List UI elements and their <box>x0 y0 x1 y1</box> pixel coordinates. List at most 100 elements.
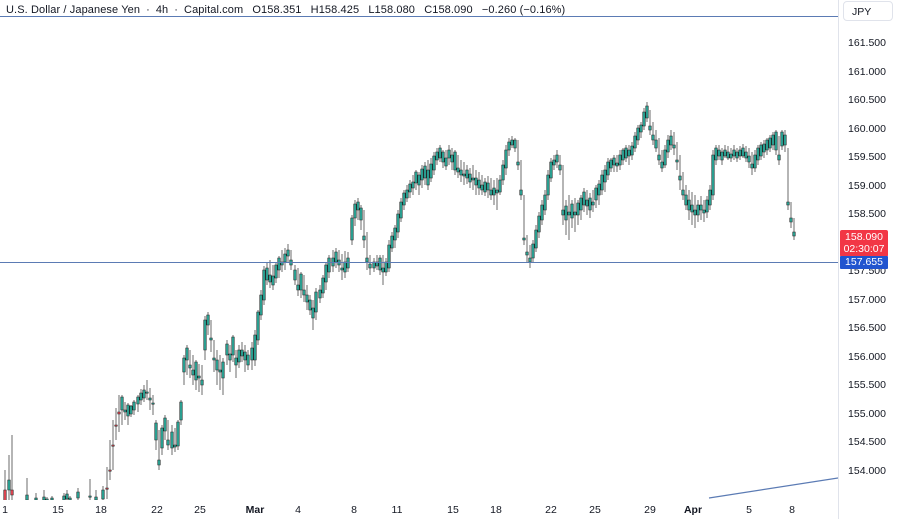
time-axis[interactable]: 1 15 18 22 25 Mar 4 8 11 15 18 22 25 29 Apr 5 8 <box>0 500 838 519</box>
candle-up <box>209 337 213 341</box>
candle-up <box>160 427 164 449</box>
candle-up <box>157 459 161 466</box>
candle-up <box>353 203 357 219</box>
candle-up <box>645 105 649 119</box>
candle-up <box>148 397 152 401</box>
price-tick-label: 161.500 <box>848 37 886 49</box>
candle-up <box>483 181 487 193</box>
open-value: O158.351 <box>252 4 302 16</box>
trend-line[interactable] <box>708 477 838 499</box>
candle-up <box>120 396 124 411</box>
symbol-name[interactable]: U.S. Dollar / Japanese Yen <box>6 4 141 16</box>
candle-up <box>221 361 225 379</box>
candle-up <box>253 334 257 361</box>
time-tick-label: 18 <box>95 504 107 516</box>
candle-up <box>194 361 198 381</box>
candle-up <box>462 173 466 177</box>
candle-up <box>726 151 730 159</box>
candle-up <box>271 275 275 286</box>
candle-up <box>762 143 766 153</box>
candle-up <box>176 421 180 447</box>
candle-up <box>621 149 625 161</box>
price-axis[interactable]: JPY 161.500 161.000 160.500 160.000 159.500 1… <box>838 0 900 519</box>
interval-label[interactable]: 4h <box>155 4 169 16</box>
time-tick-label: 11 <box>391 504 403 516</box>
candle-up <box>558 164 562 171</box>
candle-up <box>468 173 472 183</box>
candle-up <box>408 183 412 193</box>
candle-up <box>606 161 610 176</box>
candle-up <box>384 261 388 273</box>
candle-up <box>759 144 763 157</box>
price-tick-label: 155.500 <box>848 379 886 392</box>
candle-up <box>600 174 604 191</box>
candle-up <box>477 179 481 189</box>
candle-up <box>705 199 709 213</box>
candle-up <box>786 201 790 206</box>
candlestick-plot-area[interactable] <box>0 0 838 500</box>
candle-up <box>594 187 598 201</box>
candle-up <box>711 154 715 196</box>
top-horizontal-line[interactable] <box>0 16 838 17</box>
candle-up <box>132 401 136 411</box>
last-price-value: 158.090 <box>845 231 883 243</box>
candle-up <box>243 351 247 361</box>
candle-up <box>717 149 721 157</box>
candle-up <box>780 131 784 147</box>
candle-up <box>45 498 49 500</box>
candle-up <box>231 336 235 356</box>
candle-up <box>669 135 673 146</box>
candle-up <box>387 244 391 269</box>
candle-up <box>262 269 266 301</box>
candle-up <box>492 187 496 196</box>
candle-up <box>123 409 127 413</box>
candle-up <box>305 294 309 303</box>
candle-up <box>212 357 216 361</box>
candle-up <box>723 149 727 157</box>
candle-up <box>564 205 568 221</box>
candle-up <box>381 267 385 273</box>
candle-up <box>356 201 360 211</box>
candle-up <box>732 149 736 157</box>
candle-up <box>756 147 760 161</box>
candle-up <box>327 257 331 273</box>
price-tick-label: 160.000 <box>848 122 886 135</box>
candle-up <box>543 194 547 211</box>
candle-up <box>453 151 457 171</box>
candle-up <box>456 167 460 173</box>
candle-up <box>636 127 640 141</box>
price-tick-label: 160.500 <box>848 94 886 107</box>
candle-up <box>405 189 409 199</box>
candle-up <box>318 289 322 299</box>
candle-up <box>378 257 382 271</box>
candle-up <box>708 189 712 206</box>
separator: · <box>174 4 179 16</box>
candle-up <box>420 168 424 181</box>
candle-up <box>603 169 607 183</box>
time-tick-label: 5 <box>746 504 752 516</box>
candle-up <box>228 353 232 361</box>
price-tick-label: 155.000 <box>848 407 886 420</box>
candle-up <box>513 139 517 149</box>
candle-up <box>299 273 303 291</box>
candle-up <box>771 134 775 146</box>
candle-up <box>687 199 691 211</box>
candle-up <box>441 151 445 163</box>
candle-up <box>340 267 344 271</box>
candle-up <box>225 343 229 356</box>
candle-up <box>618 154 622 166</box>
currency-button[interactable]: JPY <box>843 1 893 21</box>
candle-up <box>296 284 300 291</box>
candle-up <box>65 493 69 500</box>
candle-up <box>768 137 772 149</box>
candle-up <box>88 495 92 498</box>
candle-up <box>591 201 595 206</box>
candle-up <box>633 135 637 149</box>
time-tick-label: Apr <box>683 504 703 516</box>
candle-up <box>365 257 369 263</box>
candle-down <box>10 489 14 496</box>
candle-up <box>200 379 204 386</box>
separator: · <box>146 4 150 16</box>
candle-up <box>182 357 186 373</box>
candle-up <box>657 154 661 161</box>
